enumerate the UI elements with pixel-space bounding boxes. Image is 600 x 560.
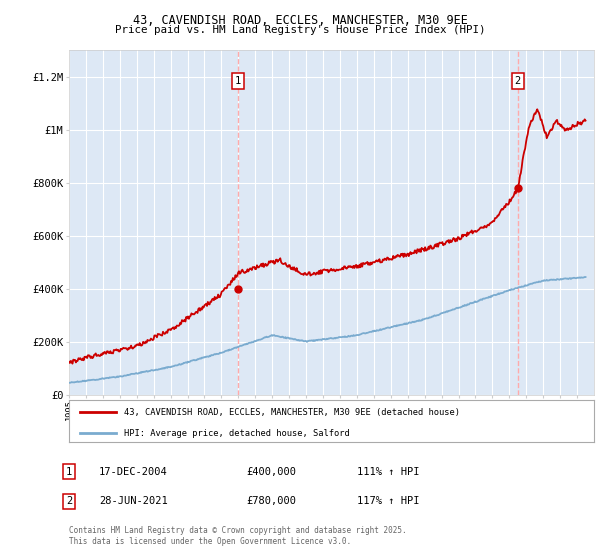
Text: 1: 1 <box>235 76 241 86</box>
Text: Contains HM Land Registry data © Crown copyright and database right 2025.
This d: Contains HM Land Registry data © Crown c… <box>69 526 407 546</box>
Text: 17-DEC-2004: 17-DEC-2004 <box>99 466 168 477</box>
Text: Price paid vs. HM Land Registry's House Price Index (HPI): Price paid vs. HM Land Registry's House … <box>115 25 485 35</box>
Text: £400,000: £400,000 <box>246 466 296 477</box>
Text: 43, CAVENDISH ROAD, ECCLES, MANCHESTER, M30 9EE: 43, CAVENDISH ROAD, ECCLES, MANCHESTER, … <box>133 14 467 27</box>
Text: £780,000: £780,000 <box>246 496 296 506</box>
Text: 111% ↑ HPI: 111% ↑ HPI <box>357 466 419 477</box>
Text: 43, CAVENDISH ROAD, ECCLES, MANCHESTER, M30 9EE (detached house): 43, CAVENDISH ROAD, ECCLES, MANCHESTER, … <box>124 408 460 417</box>
Text: 117% ↑ HPI: 117% ↑ HPI <box>357 496 419 506</box>
Text: HPI: Average price, detached house, Salford: HPI: Average price, detached house, Salf… <box>124 428 350 438</box>
Text: 1: 1 <box>66 466 72 477</box>
Text: 2: 2 <box>514 76 521 86</box>
Text: 28-JUN-2021: 28-JUN-2021 <box>99 496 168 506</box>
Text: 2: 2 <box>66 496 72 506</box>
